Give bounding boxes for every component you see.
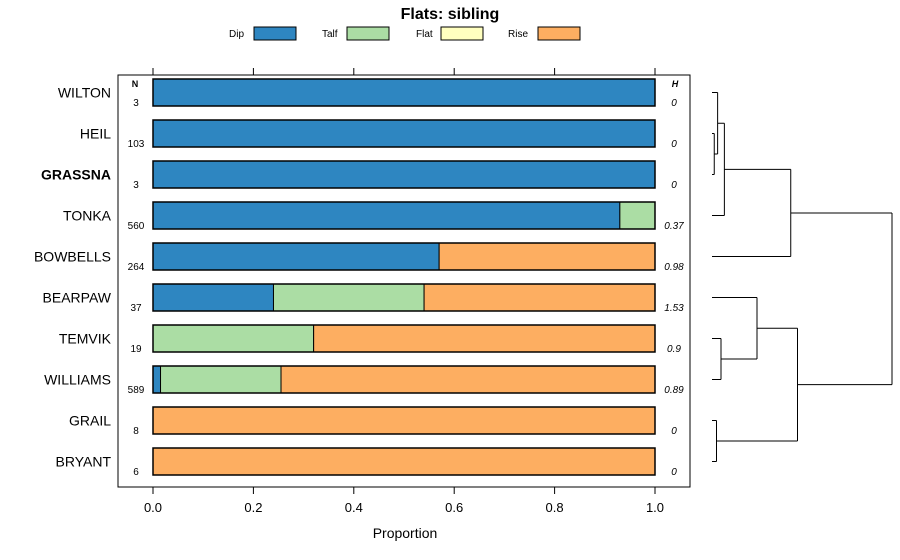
x-tick-label: 0.6 — [445, 500, 463, 515]
count-label: 8 — [133, 426, 139, 437]
category-label: BRYANT — [56, 454, 112, 470]
count-label: 3 — [133, 180, 139, 191]
h-value-label: 1.53 — [664, 303, 684, 314]
x-axis: 0.0 0.2 0.4 0.6 0.8 1.0 — [144, 68, 664, 515]
count-label: 264 — [128, 262, 145, 273]
h-value-label: 0 — [671, 139, 677, 150]
bar-outline — [152, 283, 656, 312]
bar-segment-dip — [152, 283, 274, 312]
count-label: 6 — [133, 467, 139, 478]
category-row: BEARPAW 37 1.53 — [43, 283, 684, 314]
dendrogram — [712, 92, 893, 462]
chart-title: Flats: sibling — [401, 6, 500, 23]
bar-segment-rise — [152, 406, 656, 435]
category-label: WILLIAMS — [44, 372, 111, 388]
x-tick-label: 0.0 — [144, 500, 162, 515]
bar-segment-dip — [152, 78, 656, 107]
h-value-label: 0 — [671, 467, 677, 478]
rows: WILTON 3 0 HEIL 103 0 GRASSNA 3 0 TONKA 560 0.37 BOW… — [34, 78, 684, 478]
bar-segment-dip — [152, 160, 656, 189]
count-header: N — [132, 79, 139, 89]
category-label: TONKA — [63, 208, 112, 224]
bar-outline — [152, 365, 656, 394]
category-row: BOWBELLS 264 0.98 — [34, 242, 684, 273]
bar-segment-talf — [160, 365, 282, 394]
bar-outline — [152, 201, 656, 230]
count-label: 3 — [133, 98, 139, 109]
category-row: GRASSNA 3 0 — [41, 160, 677, 191]
category-label: TEMVIK — [59, 331, 112, 347]
x-tick-label: 1.0 — [646, 500, 664, 515]
category-row: BRYANT 6 0 — [56, 447, 677, 478]
category-label: BEARPAW — [43, 290, 112, 306]
bar-outline — [152, 447, 656, 476]
plot-frame — [117, 74, 691, 488]
bar-segment-dip — [152, 119, 656, 148]
x-tick-label: 0.8 — [546, 500, 564, 515]
legend-label: Talf — [322, 29, 338, 40]
category-row: GRAIL 8 0 — [69, 406, 677, 437]
h-value-label: 0 — [671, 98, 677, 109]
category-label: GRAIL — [69, 413, 111, 429]
bar-outline — [152, 160, 656, 189]
bar-outline — [152, 78, 656, 107]
legend-swatch — [440, 26, 484, 41]
category-row: WILTON 3 0 — [58, 78, 677, 109]
x-tick-label: 0.4 — [345, 500, 363, 515]
x-axis-title: Proportion — [373, 525, 438, 541]
count-label: 589 — [128, 385, 145, 396]
legend-label: Flat — [416, 29, 433, 40]
legend-label: Dip — [229, 29, 244, 40]
h-value-label: 0 — [671, 180, 677, 191]
bar-segment-rise — [152, 447, 656, 476]
category-label: BOWBELLS — [34, 249, 111, 265]
category-label: HEIL — [80, 126, 111, 142]
h-value-label: 0.89 — [664, 385, 684, 396]
bar-segment-talf — [272, 283, 425, 312]
count-label: 560 — [128, 221, 145, 232]
bar-outline — [152, 242, 656, 271]
bar-segment-rise — [423, 283, 656, 312]
count-label: 37 — [130, 303, 142, 314]
bar-segment-talf — [619, 201, 656, 230]
category-row: TONKA 560 0.37 — [63, 201, 684, 232]
category-row: HEIL 103 0 — [80, 119, 677, 150]
h-value-label: 0.37 — [664, 221, 684, 232]
bar-segment-rise — [280, 365, 656, 394]
count-label: 103 — [128, 139, 145, 150]
category-row: TEMVIK 19 0.9 — [59, 324, 681, 355]
bar-segment-dip — [152, 365, 162, 394]
bar-outline — [152, 406, 656, 435]
category-label: WILTON — [58, 85, 111, 101]
bar-segment-rise — [313, 324, 656, 353]
h-header: H — [672, 79, 679, 89]
count-label: 19 — [130, 344, 142, 355]
h-value-label: 0 — [671, 426, 677, 437]
legend-swatch — [537, 26, 581, 41]
bar-outline — [152, 119, 656, 148]
bar-segment-dip — [152, 242, 440, 271]
bar-segment-talf — [152, 324, 315, 353]
legend: Dip Talf Flat Rise — [229, 26, 581, 41]
legend-swatch — [346, 26, 390, 41]
category-row: WILLIAMS 589 0.89 — [44, 365, 684, 396]
bar-segment-dip — [152, 201, 621, 230]
category-label: GRASSNA — [41, 167, 111, 183]
legend-label: Rise — [508, 29, 528, 40]
h-value-label: 0.9 — [667, 344, 681, 355]
legend-swatch — [253, 26, 297, 41]
bar-outline — [152, 324, 656, 353]
h-value-label: 0.98 — [664, 262, 684, 273]
bar-segment-rise — [438, 242, 656, 271]
x-tick-label: 0.2 — [244, 500, 262, 515]
